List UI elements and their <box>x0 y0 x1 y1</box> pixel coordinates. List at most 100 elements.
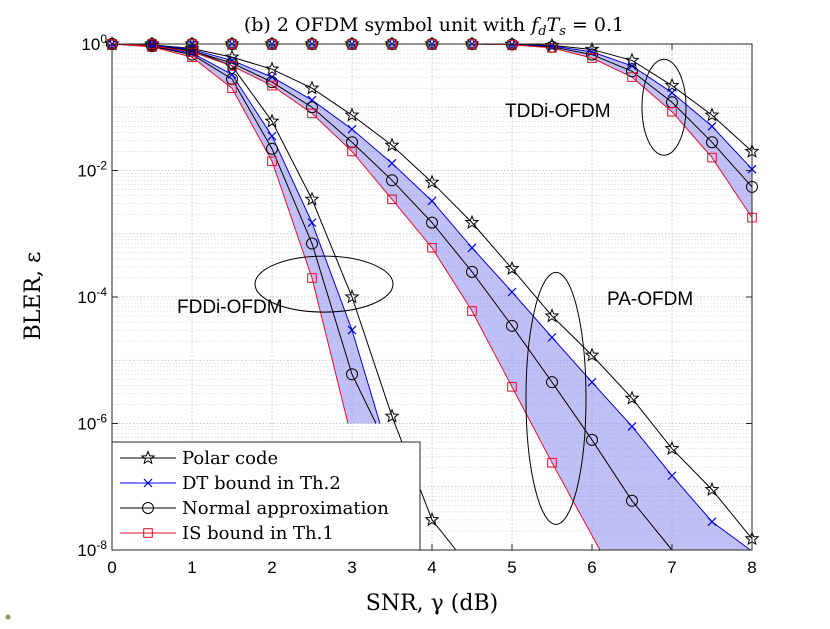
marker-x <box>307 218 317 228</box>
series-line <box>111 43 753 540</box>
marker-square <box>347 146 357 157</box>
marker-x <box>587 377 597 387</box>
marker-square <box>267 80 277 91</box>
marker-square <box>587 53 597 63</box>
marker-square <box>187 52 197 62</box>
y-tick-label: 10-8 <box>77 538 107 560</box>
marker-star <box>624 52 640 67</box>
annotation-fddi-ofdm: FDDi-OFDM <box>177 297 283 318</box>
x-tick-label: 5 <box>507 558 516 577</box>
legend-label: Normal approximation <box>182 498 389 519</box>
y-tick-label: 100 <box>81 32 107 54</box>
marker-star <box>384 408 400 423</box>
marker-circle <box>626 65 638 78</box>
marker-circle <box>506 38 518 51</box>
marker-circle <box>306 237 318 250</box>
marker-circle <box>346 136 358 149</box>
marker-square <box>627 72 637 82</box>
marker-circle <box>546 376 558 389</box>
marker-star <box>304 191 320 206</box>
marker-square <box>227 61 237 71</box>
marker-star <box>464 214 480 229</box>
marker-x <box>707 121 717 131</box>
marker-star <box>384 137 400 152</box>
marker-x <box>143 478 153 488</box>
x-axis-label: SNR, γ (dB) <box>366 591 498 616</box>
marker-x <box>227 70 237 79</box>
marker-x <box>627 421 637 431</box>
marker-x <box>147 40 157 50</box>
series-lines <box>111 43 753 551</box>
series-line <box>111 43 601 551</box>
ellipse-pa-ofdm <box>525 271 587 525</box>
marker-circle <box>706 136 718 149</box>
x-tick-label: 7 <box>667 558 676 577</box>
ellipse-tddi-ofdm <box>641 58 687 156</box>
marker-x <box>667 88 677 98</box>
marker-x <box>467 243 477 253</box>
marker-star <box>544 308 560 323</box>
x-tick-label: 4 <box>427 558 436 577</box>
marker-x <box>667 471 677 481</box>
marker-circle <box>266 142 278 155</box>
series-line <box>111 43 377 424</box>
legend-entry: Normal approximation <box>120 498 389 519</box>
marker-star <box>140 450 156 465</box>
x-tick-label: 3 <box>347 558 356 577</box>
ellipse-fddi-ofdm <box>254 255 394 313</box>
marker-star <box>704 107 720 122</box>
marker-star <box>624 390 640 405</box>
shaded-region <box>112 44 380 424</box>
marker-star <box>704 481 720 497</box>
legend-entry: Polar code <box>120 448 278 469</box>
legend-label: IS bound in Th.1 <box>182 523 334 544</box>
y-tick-label: 10-6 <box>77 412 107 434</box>
marker-star <box>424 511 440 527</box>
labels: (b) 2 OFDM symbol unit with fdTs = 0.1 S… <box>21 14 693 616</box>
x-tick-label: 2 <box>267 558 276 577</box>
marker-square <box>707 152 717 163</box>
marker-square <box>547 457 557 468</box>
shaded-regions <box>112 44 752 550</box>
x-tick-label: 0 <box>107 558 116 577</box>
legend-label: Polar code <box>182 448 278 469</box>
marker-star <box>304 80 320 95</box>
marker-square <box>143 528 153 538</box>
annotation-tddi-ofdm: TDDi-OFDM <box>505 101 611 122</box>
marker-circle <box>306 101 318 114</box>
marker-square <box>427 242 437 253</box>
legend-label: DT bound in Th.2 <box>182 473 341 494</box>
series-line <box>111 43 673 551</box>
marker-x <box>707 517 717 527</box>
marker-square <box>467 306 477 316</box>
marker-square <box>387 194 397 205</box>
legend: Polar code DT bound in Th.2 Normal approxi… <box>111 441 421 551</box>
marker-circle <box>346 368 358 381</box>
legend-box <box>111 441 421 551</box>
axes: 0 1 2 3 4 5 6 7 8 100 10-2 10-4 10-6 10-8 <box>5 32 757 620</box>
marker-circle <box>266 76 278 89</box>
annotation-pa-ofdm: PA-OFDM <box>607 289 693 310</box>
marker-star <box>344 289 360 304</box>
marker-circle <box>586 433 598 446</box>
marker-x <box>507 287 517 297</box>
y-tick-label: 10-4 <box>77 285 107 307</box>
marker-square <box>307 273 317 283</box>
marker-circle <box>226 72 238 85</box>
marker-square <box>667 106 677 117</box>
marker-x <box>267 131 277 141</box>
marker-star <box>344 107 360 122</box>
marker-x <box>387 158 397 168</box>
marker-circle <box>466 265 478 278</box>
marker-star <box>264 61 280 76</box>
marker-star <box>664 440 680 456</box>
marker-star <box>584 347 600 362</box>
marker-star <box>664 77 680 92</box>
marker-star <box>504 260 520 276</box>
marker-circle <box>226 57 238 70</box>
marker-circle <box>142 502 154 514</box>
chart-title: (b) 2 OFDM symbol unit with fdTs = 0.1 <box>244 14 624 39</box>
marker-circle <box>506 319 518 332</box>
marker-x <box>547 332 557 342</box>
